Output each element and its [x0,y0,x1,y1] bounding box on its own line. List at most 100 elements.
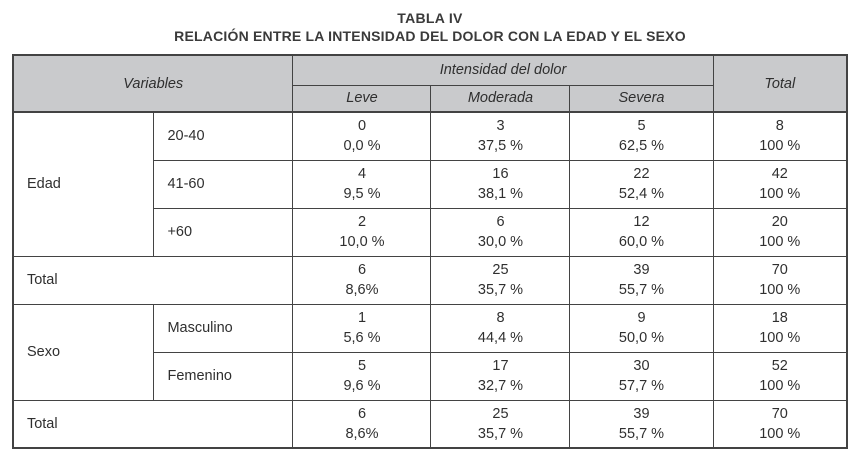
cell-count: 70 [771,262,788,278]
cell-count: 5 [357,358,367,374]
cell-percent: 100 % [759,186,801,202]
cell-count: 18 [771,310,788,326]
cell-count: 1 [357,310,367,326]
cell-moderada: 25 35,7 % [430,399,571,449]
cell-percent: 60,0 % [618,234,665,250]
page-subtitle: RELACIÓN ENTRE LA INTENSIDAD DEL DOLOR C… [174,28,686,44]
cell-moderada: 8 44,4 % [430,303,571,353]
cell-total: 8 100 % [712,111,848,161]
cell-count: 4 [357,166,367,182]
cell-percent: 37,5 % [477,138,524,155]
cell-percent: 38,1 % [477,186,524,202]
cell-percent: 55,7 % [618,282,665,298]
header-severa: Severa [569,84,714,113]
header-leve: Leve [292,84,432,113]
cell-moderada: 25 35,7 % [430,255,571,305]
cell-percent: 10,0 % [339,234,385,250]
cell-percent: 50,0 % [618,330,665,346]
cell-count: 2 [357,214,367,230]
cell-percent: 35,7 % [477,425,524,442]
cell-count: 12 [633,214,650,230]
cell-leve: 1 5,6 % [292,303,432,353]
cell-total: 42 100 % [712,159,848,209]
cell-total: 18 100 % [712,303,848,353]
cell-count: 42 [771,166,788,182]
cell-leve: 6 8,6% [292,399,432,449]
table-row-total-edad: Total 6 8,6% 25 35,7 % 39 55,7 % 70 100 % [12,255,848,305]
cell-count: 6 [496,214,505,230]
cell-count: 39 [633,405,650,422]
cell-total: 52 100 % [712,351,848,401]
cell-count: 16 [492,166,509,182]
table-row-edad-60plus: +60 2 10,0 % 6 30,0 % 12 60,0 % 20 100 % [13,207,848,257]
group-label-edad: Edad [12,111,155,257]
cell-leve: 0 0,0 % [292,111,432,161]
header-moderada: Moderada [430,84,571,113]
row-label: +60 [153,207,294,257]
page-title: TABLA IV [397,10,463,26]
header-intensity-group: Intensidad del dolor [292,54,714,86]
cell-total: 70 100 % [712,399,848,449]
cell-percent: 100 % [759,330,801,346]
cell-severa: 22 52,4 % [569,159,714,209]
cell-leve: 6 8,6% [292,255,432,305]
cell-severa: 30 57,7 % [569,351,714,401]
cell-percent: 32,7 % [477,378,524,394]
cell-moderada: 3 37,5 % [430,111,571,161]
cell-count: 8 [775,118,784,135]
cell-moderada: 16 38,1 % [430,159,571,209]
cell-count: 17 [492,358,509,374]
cell-moderada: 17 32,7 % [430,351,571,401]
cell-percent: 52,4 % [618,186,665,202]
cell-severa: 9 50,0 % [569,303,714,353]
title-block: TABLA IV RELACIÓN ENTRE LA INTENSIDAD DE… [0,9,860,45]
cell-count: 6 [357,262,367,278]
cell-percent: 55,7 % [618,425,665,442]
cell-count: 39 [633,262,650,278]
cell-percent: 5,6 % [343,330,381,346]
cell-leve: 4 9,5 % [292,159,432,209]
cell-count: 20 [771,214,788,230]
cell-percent: 100 % [759,425,801,442]
header-row-sub: Leve Moderada Severa [13,84,847,113]
cell-percent: 57,7 % [618,378,665,394]
row-label: Femenino [153,351,294,401]
cell-count: 3 [496,118,505,135]
header-row-top: Variables Intensidad del dolor Total [12,54,848,113]
row-label: 20-40 [153,111,294,161]
cell-percent: 100 % [759,282,801,298]
cell-percent: 0,0 % [343,138,381,155]
cell-total: 70 100 % [712,255,848,305]
table-row-edad-20-40: Edad 20-40 0 0,0 % 3 37,5 % 5 62,5 % 8 100 % [12,111,848,257]
cell-count: 8 [496,310,505,326]
total-label: Total [12,399,294,449]
cell-percent: 100 % [759,234,801,250]
table-row-edad-41-60: 41-60 4 9,5 % 16 38,1 % 22 52,4 % 42 100 % [13,159,848,209]
cell-percent: 8,6% [345,425,379,442]
cell-leve: 5 9,6 % [292,351,432,401]
table-row-sexo-masculino: Sexo Masculino 1 5,6 % 8 44,4 % 9 50,0 % 18… [12,303,848,401]
group-label-sexo: Sexo [12,303,155,401]
cell-count: 5 [637,118,646,135]
cell-total: 20 100 % [712,207,848,257]
header-total: Total [712,54,848,113]
total-label: Total [12,255,294,305]
cell-percent: 8,6% [345,282,379,298]
cell-moderada: 6 30,0 % [430,207,571,257]
row-label: Masculino [153,303,294,353]
cell-count: 22 [633,166,650,182]
cell-percent: 35,7 % [477,282,524,298]
cell-count: 70 [771,405,788,422]
row-label: 41-60 [153,159,294,209]
cell-count: 9 [637,310,646,326]
relation-table: Variables Intensidad del dolor Total Lev… [11,54,849,449]
cell-percent: 9,6 % [343,378,381,394]
table-row-total-sexo: Total 6 8,6% 25 35,7 % 39 55,7 % 70 100 % [12,399,848,449]
cell-count: 25 [492,262,509,278]
cell-leve: 2 10,0 % [292,207,432,257]
cell-severa: 39 55,7 % [569,399,714,449]
cell-count: 52 [771,358,788,374]
cell-count: 25 [492,405,509,422]
cell-severa: 12 60,0 % [569,207,714,257]
